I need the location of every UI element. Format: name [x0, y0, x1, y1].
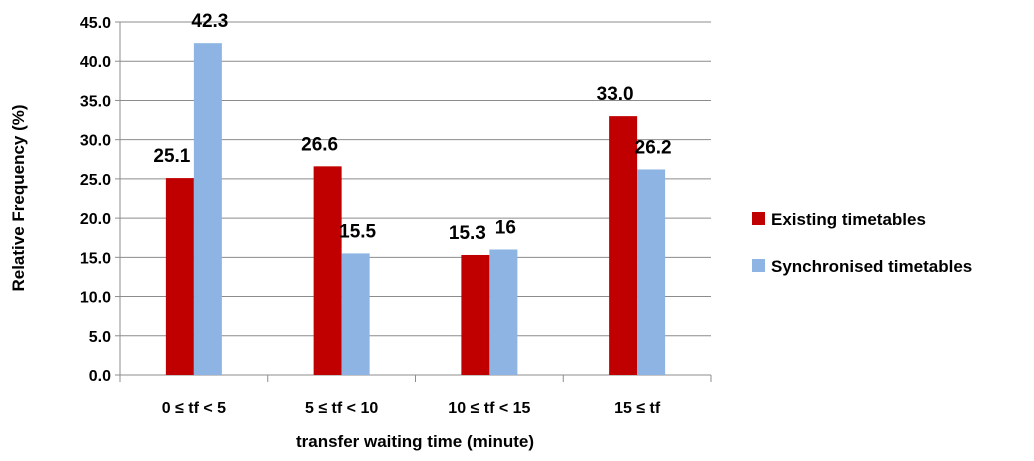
bar-existing — [165, 178, 194, 375]
legend: Existing timetables Synchronised timetab… — [752, 210, 972, 276]
y-tick-label: 15.0 — [80, 250, 111, 267]
data-label: 15.3 — [449, 223, 486, 244]
x-tick-label: 15 ≤ tf — [614, 400, 661, 417]
y-axis: 0.0 5.0 10.0 15.0 20.0 25.0 30.0 35.0 40.0 45.0 — [80, 15, 121, 385]
bar-synchronised — [637, 169, 666, 375]
bars — [165, 43, 666, 376]
bar-synchronised — [193, 43, 222, 376]
data-label: 26.6 — [301, 134, 338, 155]
data-label: 33.0 — [597, 84, 634, 105]
legend-label-synchronised: Synchronised timetables — [771, 257, 972, 276]
y-tick-label: 35.0 — [80, 93, 111, 110]
y-tick-label: 45.0 — [80, 15, 111, 32]
bar-existing — [609, 116, 638, 375]
y-tick-label: 30.0 — [80, 133, 111, 150]
bar-existing — [313, 166, 342, 375]
bar-synchronised — [489, 249, 518, 375]
x-tick-label: 5 ≤ tf < 10 — [305, 400, 378, 417]
y-tick-label: 0.0 — [89, 368, 111, 385]
data-label: 42.3 — [191, 11, 228, 32]
x-tick-label: 0 ≤ tf < 5 — [162, 400, 226, 417]
y-tick-label: 5.0 — [89, 329, 111, 346]
legend-swatch-synchronised — [752, 259, 765, 272]
x-axis-title: transfer waiting time (minute) — [296, 432, 534, 451]
y-tick-label: 40.0 — [80, 54, 111, 71]
data-label: 16 — [495, 217, 516, 238]
data-label: 26.2 — [635, 137, 672, 158]
bar-existing — [461, 254, 490, 375]
legend-label-existing: Existing timetables — [771, 210, 926, 229]
x-axis: 0 ≤ tf < 5 5 ≤ tf < 10 10 ≤ tf < 15 15 ≤ tf — [119, 374, 712, 417]
y-tick-label: 25.0 — [80, 172, 111, 189]
data-label: 15.5 — [339, 221, 376, 242]
x-tick-label: 10 ≤ tf < 15 — [448, 400, 530, 417]
legend-swatch-existing — [752, 212, 765, 225]
y-tick-label: 20.0 — [80, 211, 111, 228]
bar-synchronised — [341, 253, 370, 375]
y-tick-label: 10.0 — [80, 290, 111, 307]
data-labels: 25.1 26.6 15.3 33.0 42.3 15.5 16 26.2 — [153, 11, 671, 244]
y-axis-title: Relative Frequency (%) — [9, 104, 28, 291]
data-label: 25.1 — [153, 146, 190, 167]
